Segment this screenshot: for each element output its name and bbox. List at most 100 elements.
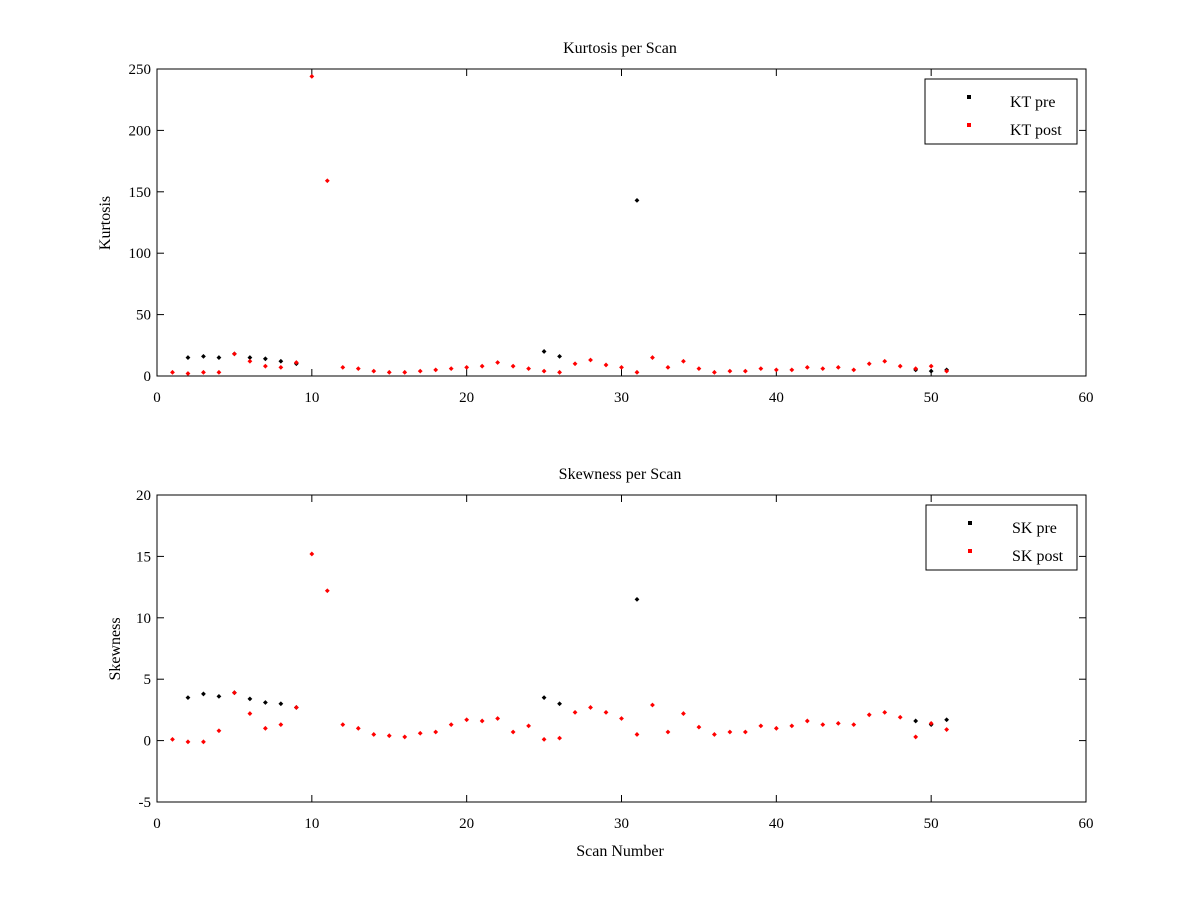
data-point (634, 197, 640, 203)
legend-box (924, 78, 1078, 145)
data-point (201, 369, 206, 375)
data-point (433, 367, 439, 373)
data-point (402, 734, 408, 740)
data-point (835, 721, 841, 726)
y-axis-label: Skewness (107, 617, 124, 680)
data-point (402, 369, 408, 375)
data-point (588, 705, 593, 710)
data-point (882, 709, 888, 715)
x-tick-label: 20 (459, 390, 474, 406)
y-tick-label: -5 (139, 795, 152, 811)
x-axis-label: Scan Number (576, 843, 664, 860)
legend: SK pre SK post (925, 504, 1078, 571)
data-point (278, 722, 284, 728)
x-tick-label: 60 (1079, 390, 1094, 406)
data-point (340, 365, 346, 370)
legend-marker (967, 123, 971, 127)
data-point (479, 363, 485, 369)
data-point (185, 371, 191, 376)
data-point (293, 360, 299, 365)
data-point (712, 732, 717, 737)
data-point (278, 365, 284, 370)
data-point (928, 368, 934, 374)
data-point (944, 717, 950, 723)
skewness-subplot: Skewness per Scan Skewness Scan Number 0… (107, 466, 1094, 860)
data-point (913, 718, 919, 724)
x-tick-label: 40 (769, 816, 784, 832)
data-point (371, 732, 377, 737)
data-point (773, 367, 779, 373)
legend-entry-post: KT post (967, 122, 1062, 139)
data-point (216, 728, 222, 734)
data-point (650, 702, 655, 708)
data-point (804, 718, 810, 724)
legend: KT pre KT post (924, 78, 1078, 145)
axes-frame (156, 494, 1087, 803)
data-point (619, 365, 624, 370)
data-point (526, 366, 531, 372)
data-point (619, 716, 624, 721)
data-point (820, 366, 826, 372)
data-point (510, 363, 516, 369)
chart-title: Skewness per Scan (559, 466, 682, 483)
data-point (170, 369, 175, 375)
data-point (696, 724, 702, 730)
data-point (820, 722, 826, 728)
data-points-group (170, 73, 950, 376)
legend-marker (968, 549, 972, 553)
data-point (603, 709, 609, 715)
x-tick-label: 50 (924, 390, 939, 406)
data-point (216, 369, 222, 375)
axes-frame (156, 68, 1087, 377)
data-point (309, 551, 315, 557)
data-point (696, 366, 702, 372)
y-tick-label: 150 (129, 185, 152, 201)
data-point (201, 691, 206, 697)
data-point (897, 363, 903, 369)
data-point (262, 356, 268, 362)
data-point (944, 727, 950, 732)
legend-marker (967, 95, 971, 99)
data-point (247, 711, 253, 716)
data-point (742, 729, 748, 735)
x-tick-label: 0 (153, 816, 161, 832)
data-point (201, 739, 206, 745)
data-point (572, 361, 578, 367)
data-point (634, 369, 640, 375)
x-tick-label: 10 (304, 390, 319, 406)
data-point (201, 353, 206, 359)
data-point (247, 358, 253, 364)
y-tick-label: 50 (136, 308, 151, 324)
data-point (262, 725, 268, 731)
data-point (758, 723, 764, 729)
data-point (324, 178, 330, 184)
x-tick-label: 0 (153, 390, 161, 406)
data-point (278, 701, 284, 707)
data-point (448, 722, 454, 728)
data-point (293, 705, 299, 710)
y-tick-label: 0 (144, 369, 152, 385)
data-point (495, 360, 501, 365)
y-tick-label: 250 (129, 62, 152, 78)
data-point (355, 366, 361, 372)
data-point (913, 734, 919, 740)
y-tick-label: 5 (144, 672, 152, 688)
data-point (541, 736, 547, 742)
legend-label: KT pre (1010, 94, 1055, 111)
y-tick-label: 100 (129, 246, 152, 262)
kurtosis-subplot: Kurtosis per Scan Kurtosis 0 10 20 30 40 50 60… (97, 40, 1094, 406)
legend-label: KT post (1010, 122, 1062, 139)
data-point (232, 690, 237, 696)
data-point (928, 721, 934, 726)
legend-label: SK post (1012, 548, 1064, 565)
x-tick-label: 20 (459, 816, 474, 832)
data-point (216, 355, 222, 360)
data-point (789, 723, 795, 729)
x-tick-label: 30 (614, 390, 629, 406)
data-point (634, 596, 640, 602)
data-point (804, 365, 810, 370)
data-point (340, 722, 346, 728)
chart-title: Kurtosis per Scan (563, 40, 677, 57)
y-tick-label: 15 (136, 549, 151, 565)
